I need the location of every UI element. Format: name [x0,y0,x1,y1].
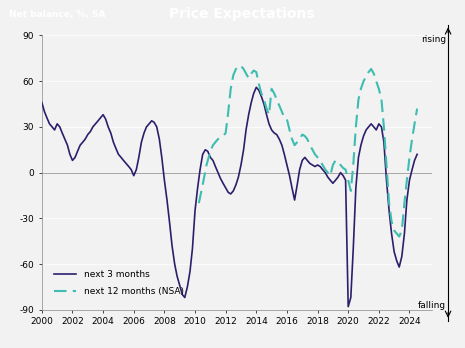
Line: next 3 months: next 3 months [42,87,417,307]
Text: Price Expectations: Price Expectations [169,7,315,21]
Line: next 12 months (NSA): next 12 months (NSA) [199,66,417,237]
next 3 months [272,131,277,135]
next 12 months (NSA) [310,148,315,152]
next 12 months (NSA) [236,64,241,68]
next 12 months (NSA) [277,103,282,108]
next 3 months [111,140,116,144]
next 12 months (NSA) [397,235,402,239]
Legend: next 3 months, next 12 months (NSA): next 3 months, next 12 months (NSA) [50,266,187,300]
Text: rising: rising [421,35,446,45]
next 12 months (NSA) [414,106,420,111]
next 3 months [414,152,420,156]
next 12 months (NSA) [196,201,202,205]
next 3 months [218,177,223,181]
Text: falling: falling [418,301,446,310]
next 12 months (NSA) [269,87,274,91]
next 12 months (NSA) [407,155,412,159]
next 12 months (NSA) [266,113,272,117]
next 3 months [345,304,351,309]
next 3 months [307,161,312,166]
next 12 months (NSA) [238,64,244,68]
next 3 months [226,190,231,195]
next 3 months [39,101,45,105]
next 3 months [253,85,259,89]
next 3 months [65,143,70,147]
Text: Net balance, %, SA: Net balance, %, SA [9,10,106,19]
